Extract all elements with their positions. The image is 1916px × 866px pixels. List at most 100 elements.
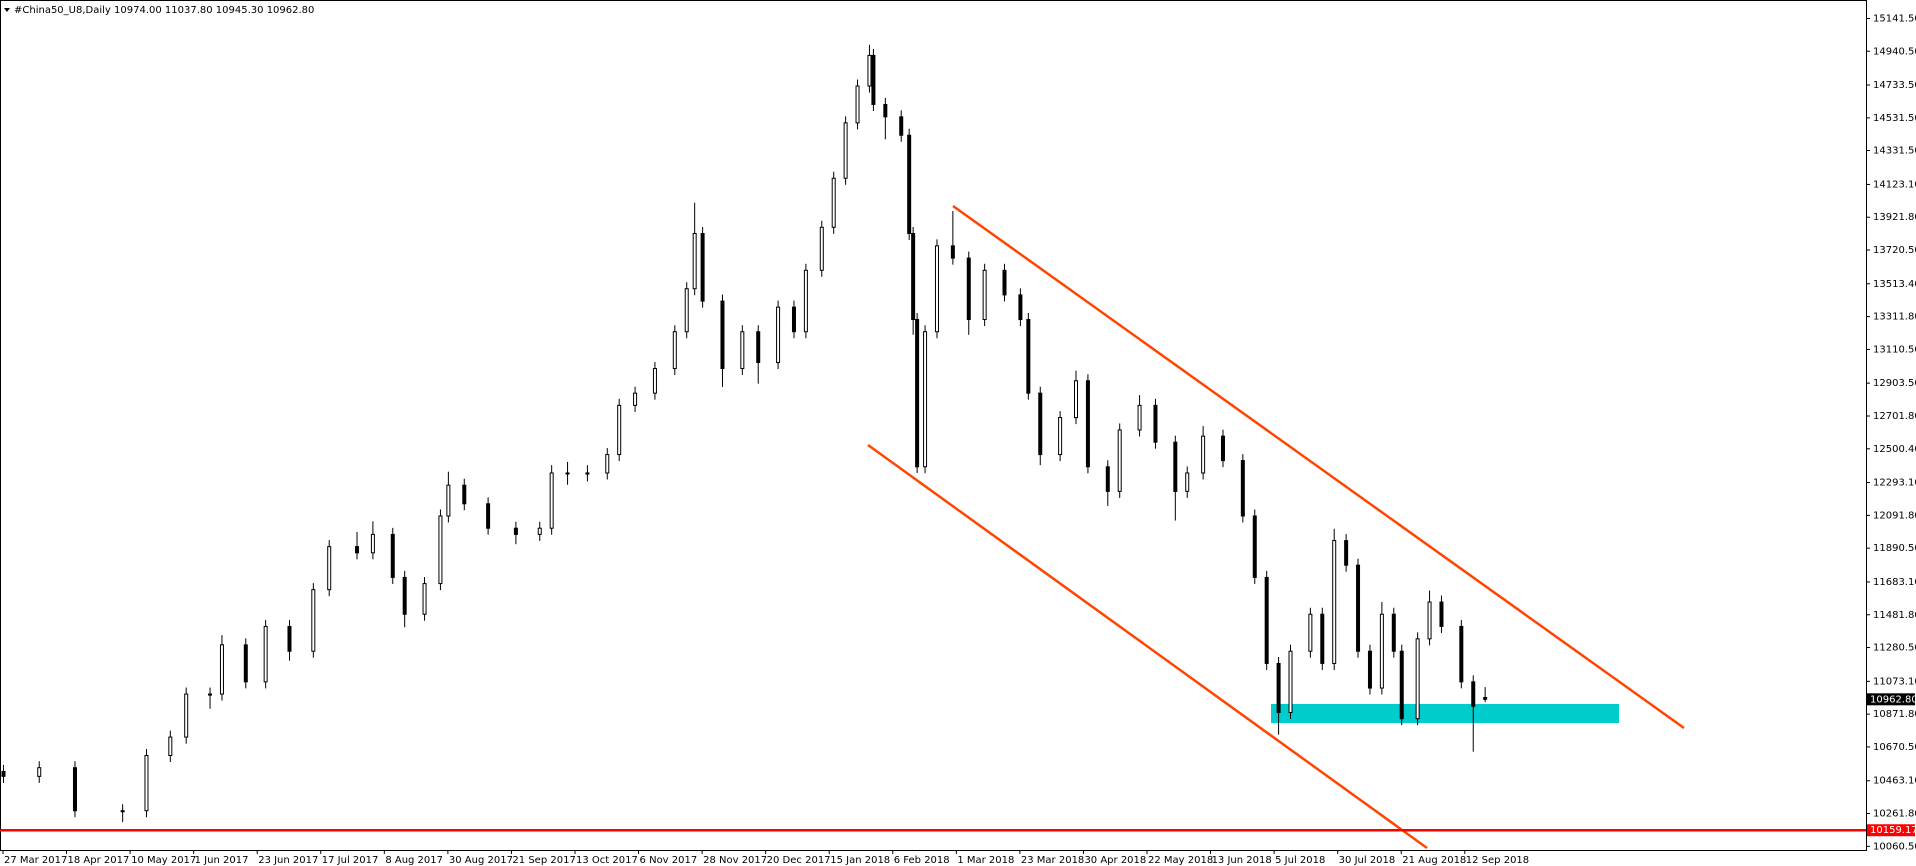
- x-tick-label: 10 May 2017: [131, 855, 196, 866]
- candle-body: [1483, 696, 1488, 700]
- candle-body: [700, 232, 705, 302]
- candle-body: [911, 232, 916, 321]
- candle-body: [1173, 441, 1178, 492]
- candle-body: [1288, 650, 1293, 713]
- candle-body: [720, 300, 725, 370]
- candle-body: [1276, 662, 1281, 713]
- y-tick-label: 12293.10: [1873, 478, 1916, 489]
- y-tick-label: 13720.50: [1873, 245, 1916, 256]
- candle-body: [311, 589, 316, 652]
- candle-body: [1074, 380, 1079, 419]
- x-tick-label: 1 Jun 2017: [195, 855, 249, 866]
- candle-body: [168, 736, 173, 756]
- candle-body: [585, 472, 590, 475]
- candle-body: [855, 85, 860, 124]
- y-tick-label: 11280.50: [1873, 643, 1916, 654]
- candle-body: [370, 533, 375, 554]
- x-tick-label: 20 Dec 2017: [767, 855, 831, 866]
- candle-body: [37, 767, 42, 777]
- candle-body: [1085, 380, 1090, 468]
- candle-body: [899, 116, 904, 136]
- candle-body: [756, 331, 761, 364]
- candle-body: [923, 331, 928, 468]
- y-tick-label: 11890.50: [1873, 543, 1916, 554]
- y-tick-label: 13513.40: [1873, 279, 1916, 290]
- candle-body: [1379, 613, 1384, 689]
- candle-body: [1220, 435, 1225, 462]
- candle-body: [1105, 466, 1110, 492]
- candle-body: [1201, 435, 1206, 474]
- candle-body: [692, 232, 697, 290]
- y-tick-label: 10871.80: [1873, 709, 1916, 720]
- y-tick-label: 13311.80: [1873, 312, 1916, 323]
- candle-body: [263, 625, 268, 683]
- last-price-label: 10962.80: [1870, 694, 1916, 705]
- candle-body: [1, 770, 6, 777]
- candle-body: [684, 288, 689, 333]
- candle-body: [843, 122, 848, 179]
- candle-body: [1153, 404, 1158, 443]
- y-tick-label: 12701.80: [1873, 411, 1916, 422]
- candle-body: [243, 644, 248, 683]
- candle-body: [605, 454, 610, 474]
- hline-price-box: [1867, 824, 1915, 837]
- y-tick-label: 11073.10: [1873, 676, 1916, 687]
- candle-body: [208, 693, 213, 696]
- candle-body: [1117, 429, 1122, 492]
- x-tick-label: 30 Apr 2018: [1084, 855, 1146, 866]
- channel-lower: [867, 443, 1428, 850]
- x-tick-label: 8 Aug 2017: [385, 855, 443, 866]
- candle-body: [1252, 515, 1257, 578]
- candle-body: [120, 810, 125, 813]
- candle-body: [219, 644, 224, 695]
- candle-body: [402, 576, 407, 615]
- candle-body: [871, 54, 876, 105]
- y-tick-label: 10463.10: [1873, 776, 1916, 787]
- x-tick-label: 1 Mar 2018: [957, 855, 1014, 866]
- candle-body: [1308, 613, 1313, 652]
- candle-body: [513, 527, 518, 535]
- candle-body: [287, 625, 292, 652]
- candle-body: [1439, 601, 1444, 627]
- y-tick-label: 14733.50: [1873, 80, 1916, 91]
- chart-title: #China50_U8,Daily 10974.00 11037.80 1094…: [14, 5, 314, 16]
- last-price-box: [1867, 693, 1915, 706]
- candle-body: [1240, 460, 1245, 517]
- candle-body: [883, 103, 888, 118]
- candle-body: [791, 306, 796, 333]
- candle-body: [1018, 294, 1023, 321]
- candle-body: [1137, 404, 1142, 431]
- y-tick-label: 14331.50: [1873, 145, 1916, 156]
- candle-body: [982, 269, 987, 321]
- y-tick-label: 12903.50: [1873, 378, 1916, 389]
- y-tick-label: 14531.50: [1873, 113, 1916, 124]
- x-tick-label: 22 May 2018: [1148, 855, 1213, 866]
- candle-body: [1459, 625, 1464, 683]
- y-tick-label: 13110.50: [1873, 344, 1916, 355]
- y-tick-label: 14940.50: [1873, 46, 1916, 57]
- candle-body: [1185, 472, 1190, 492]
- candle-body: [565, 472, 570, 475]
- channel-upper: [952, 204, 1685, 730]
- x-tick-label: 13 Oct 2017: [576, 855, 638, 866]
- y-tick-label: 15141.50: [1873, 14, 1916, 25]
- candle-body: [486, 503, 491, 529]
- candle-body: [776, 306, 781, 364]
- candle-body: [390, 533, 395, 578]
- candle-body: [633, 392, 638, 406]
- support-zone: [1271, 704, 1619, 723]
- candle-body: [1264, 576, 1269, 664]
- x-tick-label: 23 Mar 2018: [1021, 855, 1084, 866]
- candle-body: [327, 546, 332, 591]
- candle-body: [740, 331, 745, 370]
- candle-body: [1391, 613, 1396, 652]
- y-tick-label: 13921.80: [1873, 212, 1916, 223]
- candle-body: [462, 484, 467, 505]
- candle-body: [446, 484, 451, 517]
- y-tick-label: 10670.50: [1873, 742, 1916, 753]
- candle-body: [934, 245, 939, 333]
- x-tick-label: 21 Sep 2017: [512, 855, 575, 866]
- menu-triangle[interactable]: [4, 8, 10, 12]
- candle-body: [819, 226, 824, 271]
- candle-body: [652, 368, 657, 394]
